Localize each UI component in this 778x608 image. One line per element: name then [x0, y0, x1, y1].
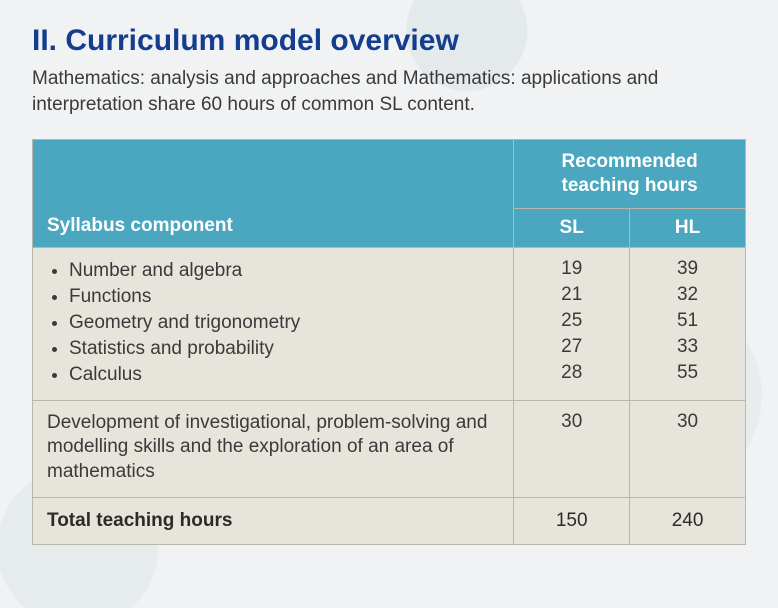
list-item: Statistics and probability: [69, 336, 499, 362]
topics-row: Number and algebra Functions Geometry an…: [33, 247, 746, 400]
sl-value: 19: [520, 258, 623, 280]
list-item: Number and algebra: [69, 258, 499, 284]
recommended-hours-header: Recommended teaching hours: [514, 140, 746, 209]
list-item: Calculus: [69, 362, 499, 388]
topics-hl-cell: 39 32 51 33 55: [630, 247, 746, 400]
development-label: Development of investigational, problem-…: [33, 400, 514, 497]
list-item: Geometry and trigonometry: [69, 310, 499, 336]
development-sl: 30: [514, 400, 630, 497]
sl-value: 27: [520, 336, 623, 358]
hl-value: 39: [636, 258, 739, 280]
syllabus-header: Syllabus component: [33, 140, 514, 248]
total-hl: 240: [630, 497, 746, 544]
total-label: Total teaching hours: [33, 497, 514, 544]
hl-value: 32: [636, 284, 739, 306]
sl-header: SL: [514, 208, 630, 247]
hl-value: 51: [636, 310, 739, 332]
section-heading: II. Curriculum model overview: [32, 24, 746, 58]
topics-sl-cell: 19 21 25 27 28: [514, 247, 630, 400]
curriculum-table: Syllabus component Recommended teaching …: [32, 139, 746, 545]
hl-header: HL: [630, 208, 746, 247]
sl-value: 28: [520, 362, 623, 384]
table-header-row-1: Syllabus component Recommended teaching …: [33, 140, 746, 209]
hl-value: 55: [636, 362, 739, 384]
intro-paragraph: Mathematics: analysis and approaches and…: [32, 66, 746, 117]
topics-cell: Number and algebra Functions Geometry an…: [33, 247, 514, 400]
list-item: Functions: [69, 284, 499, 310]
hl-value: 33: [636, 336, 739, 358]
total-row: Total teaching hours 150 240: [33, 497, 746, 544]
development-hl: 30: [630, 400, 746, 497]
topics-list: Number and algebra Functions Geometry an…: [47, 258, 499, 388]
development-row: Development of investigational, problem-…: [33, 400, 746, 497]
total-sl: 150: [514, 497, 630, 544]
sl-value: 25: [520, 310, 623, 332]
page-container: II. Curriculum model overview Mathematic…: [0, 0, 778, 569]
sl-value: 21: [520, 284, 623, 306]
